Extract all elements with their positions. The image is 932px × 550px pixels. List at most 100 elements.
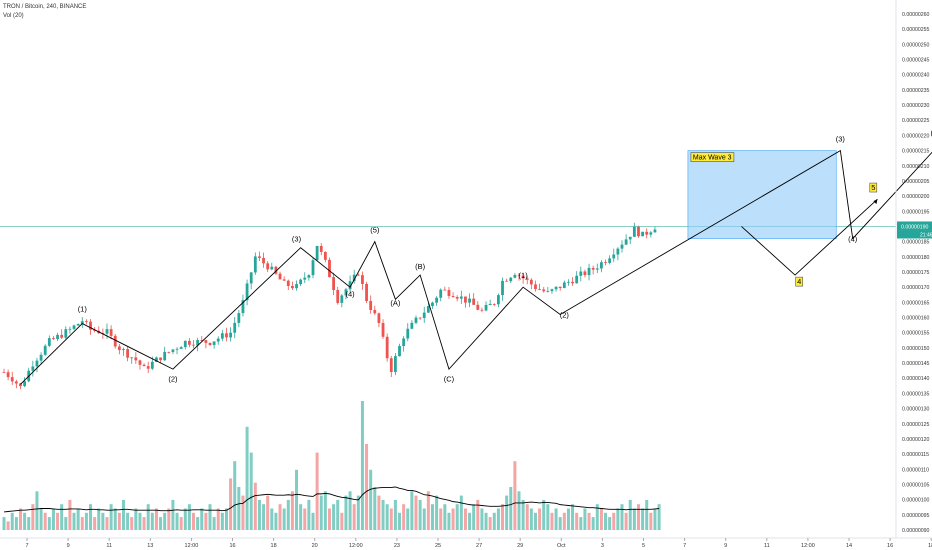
volume-bar bbox=[649, 512, 653, 530]
price-tick-label: 0.00000200 bbox=[902, 194, 930, 200]
candle-body bbox=[529, 279, 533, 285]
volume-bar bbox=[47, 517, 51, 530]
price-tick-label: 0.00000165 bbox=[902, 300, 930, 306]
price-tick-label: 0.00000245 bbox=[902, 58, 930, 64]
candle-body bbox=[604, 262, 607, 264]
candle-body bbox=[35, 360, 39, 367]
candle-body bbox=[216, 338, 220, 342]
candle-body bbox=[80, 321, 84, 324]
candle-body bbox=[653, 229, 657, 233]
volume-bar bbox=[517, 491, 521, 530]
volume-bar bbox=[550, 512, 554, 530]
elliott-wave-path bbox=[20, 149, 932, 385]
candle-body bbox=[274, 266, 278, 274]
price-tick-label: 0.00000250 bbox=[902, 42, 930, 48]
volume-bar bbox=[233, 461, 237, 530]
volume-bar bbox=[505, 495, 509, 530]
volume-bar bbox=[2, 517, 6, 530]
volume-bar bbox=[121, 499, 125, 530]
volume-bar bbox=[212, 517, 216, 530]
candle-body bbox=[373, 309, 377, 314]
volume-bar bbox=[463, 508, 467, 530]
volume-bar bbox=[443, 504, 447, 530]
candle-body bbox=[323, 251, 327, 260]
price-tick-label: 0.00000170 bbox=[902, 285, 930, 291]
volume-bar bbox=[373, 487, 377, 530]
volume-bar bbox=[101, 512, 105, 530]
candle-body bbox=[85, 321, 88, 323]
volume-bar bbox=[167, 508, 171, 530]
candle-body bbox=[336, 290, 340, 303]
volume-bar bbox=[237, 487, 241, 530]
candle-body bbox=[641, 231, 644, 237]
volume-bar bbox=[604, 512, 608, 530]
volume-bar bbox=[142, 517, 146, 530]
candle-body bbox=[299, 279, 303, 285]
candle-body bbox=[550, 289, 554, 292]
candle-body bbox=[575, 275, 579, 284]
volume-bar bbox=[455, 504, 459, 530]
price-tick-label: 0.00000175 bbox=[902, 270, 930, 276]
volume-bar bbox=[484, 512, 488, 530]
candle-body bbox=[188, 340, 191, 345]
candle-body bbox=[282, 279, 286, 281]
candle-body bbox=[546, 291, 550, 292]
candle-body bbox=[501, 280, 504, 296]
candle-body bbox=[344, 289, 348, 296]
candle-body bbox=[579, 271, 583, 276]
candle-body bbox=[122, 349, 125, 351]
volume-bar bbox=[579, 517, 583, 530]
volume-bar bbox=[447, 512, 451, 530]
candle-body bbox=[10, 377, 14, 382]
candle-body bbox=[447, 290, 451, 297]
candle-body bbox=[192, 344, 195, 346]
volume-bar bbox=[262, 504, 266, 530]
price-tick-label: 0.00000130 bbox=[902, 407, 930, 413]
candle-body bbox=[14, 381, 18, 384]
volume-bar bbox=[566, 508, 570, 530]
volume-indicator-label[interactable]: Vol (20) bbox=[3, 13, 24, 19]
candle-body bbox=[402, 338, 406, 347]
candle-body bbox=[130, 357, 134, 359]
volume-bar bbox=[344, 495, 348, 530]
time-tick-label: 12:00 bbox=[801, 543, 815, 549]
candle-body bbox=[328, 259, 331, 278]
candle-body bbox=[60, 334, 64, 338]
volume-bar bbox=[365, 444, 369, 530]
volume-bar bbox=[628, 499, 632, 530]
current-price-tag bbox=[897, 221, 932, 231]
volume-bar bbox=[39, 508, 43, 530]
volume-bar bbox=[542, 499, 546, 530]
volume-bar bbox=[97, 508, 101, 530]
volume-bar bbox=[632, 508, 636, 530]
volume-bar bbox=[398, 512, 402, 530]
candle-body bbox=[406, 328, 410, 339]
candle-body bbox=[352, 274, 356, 282]
wave-label: (3) bbox=[292, 235, 302, 244]
time-tick-label: 7 bbox=[25, 543, 28, 549]
volume-bar bbox=[327, 508, 331, 530]
volume-bar bbox=[311, 512, 315, 530]
candle-body bbox=[542, 289, 546, 292]
volume-bar bbox=[171, 499, 175, 530]
price-tick-label: 0.00000240 bbox=[902, 73, 930, 79]
volume-bar bbox=[323, 491, 327, 530]
volume-bar bbox=[496, 508, 500, 530]
volume-bar bbox=[430, 504, 434, 530]
candle-body bbox=[47, 338, 51, 346]
candle-body bbox=[155, 357, 158, 362]
candle-body bbox=[595, 268, 599, 270]
candle-body bbox=[340, 295, 344, 303]
volume-bar bbox=[468, 512, 472, 530]
projection-label-bg bbox=[795, 276, 803, 287]
price-tick-label: 0.00000140 bbox=[902, 376, 930, 382]
candle-body bbox=[612, 254, 616, 259]
volume-bar bbox=[138, 512, 142, 530]
time-tick-label: 29 bbox=[517, 543, 523, 549]
volume-bar bbox=[290, 491, 294, 530]
volume-bar bbox=[257, 499, 261, 530]
price-tick-label: 0.00000180 bbox=[902, 255, 930, 261]
chart-symbol-title[interactable]: TRON / Bitcoin, 240, BINANCE bbox=[3, 4, 87, 10]
volume-bar bbox=[18, 508, 22, 530]
candle-body bbox=[377, 313, 381, 323]
